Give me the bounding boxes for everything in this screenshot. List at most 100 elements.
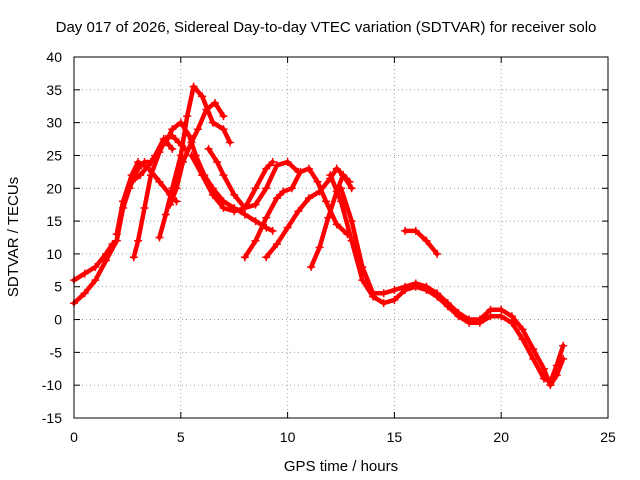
data-point-marker xyxy=(401,282,410,291)
series-pass-12 xyxy=(308,172,352,270)
data-point-marker xyxy=(176,118,185,127)
data-point-marker xyxy=(347,217,356,226)
data-point-marker xyxy=(390,286,399,295)
data-point-marker xyxy=(272,194,281,203)
grid xyxy=(74,57,608,418)
y-tick-label: 15 xyxy=(46,213,62,229)
data-point-marker xyxy=(345,177,354,186)
data-point-marker xyxy=(475,315,484,324)
data-point-marker xyxy=(401,226,410,235)
data-point-marker xyxy=(433,249,442,258)
data-point-marker xyxy=(204,144,213,153)
data-point-marker xyxy=(411,226,420,235)
data-point-marker xyxy=(422,236,431,245)
data-point-marker xyxy=(119,197,128,206)
data-point-marker xyxy=(559,354,568,363)
y-tick-label: 25 xyxy=(46,147,62,163)
data-point-marker xyxy=(166,200,175,209)
data-point-marker xyxy=(155,233,164,242)
series-pass-8 xyxy=(189,153,275,214)
y-axis-label: SDTVAR / TECUs xyxy=(5,177,22,297)
data-point-marker xyxy=(161,138,170,147)
data-point-marker xyxy=(332,220,341,229)
data-point-marker xyxy=(127,177,136,186)
data-point-marker xyxy=(251,217,260,226)
y-tick-label: 0 xyxy=(54,312,62,328)
data-point-marker xyxy=(287,184,296,193)
data-point-marker xyxy=(529,354,538,363)
y-tick-labels: -15 -10 -5 0 5 10 15 20 25 30 35 40 xyxy=(42,49,62,426)
data-point-marker xyxy=(272,161,281,170)
data-point-marker xyxy=(369,289,378,298)
data-point-marker xyxy=(379,289,388,298)
data-point-marker xyxy=(379,299,388,308)
data-point-marker xyxy=(155,148,164,157)
data-point-marker xyxy=(539,364,548,373)
series-pass-11 xyxy=(263,166,354,260)
data-point-marker xyxy=(433,289,442,298)
data-point-marker xyxy=(358,276,367,285)
x-tick-label: 0 xyxy=(70,429,78,445)
data-point-marker xyxy=(185,131,194,140)
data-point-marker xyxy=(251,184,260,193)
y-tick-label: -15 xyxy=(42,410,62,426)
series-pass-15 xyxy=(402,228,440,257)
data-point-marker xyxy=(497,305,506,314)
data-point-marker xyxy=(219,171,228,180)
y-tick-label: 20 xyxy=(46,180,62,196)
data-point-marker xyxy=(168,125,177,134)
x-axis-label: GPS time / hours xyxy=(284,458,398,475)
y-tick-label: 30 xyxy=(46,115,62,131)
data-point-marker xyxy=(230,207,239,216)
x-tick-labels: 0 5 10 15 20 25 xyxy=(70,429,616,445)
data-point-marker xyxy=(552,371,561,380)
data-point-marker xyxy=(202,105,211,114)
data-point-marker xyxy=(240,253,249,262)
data-point-marker xyxy=(313,177,322,186)
data-point-marker xyxy=(161,210,170,219)
data-point-marker xyxy=(168,144,177,153)
data-point-marker xyxy=(189,82,198,91)
data-point-marker xyxy=(358,263,367,272)
data-point-marker xyxy=(112,230,121,239)
x-tick-label: 10 xyxy=(280,429,296,445)
y-tick-label: -10 xyxy=(42,377,62,393)
data-point-marker xyxy=(315,187,324,196)
plot-frame xyxy=(73,56,609,419)
data-point-marker xyxy=(411,279,420,288)
data-point-marker xyxy=(210,98,219,107)
y-tick-label: 40 xyxy=(46,49,62,65)
data-point-marker xyxy=(183,112,192,121)
data-point-marker xyxy=(80,269,89,278)
data-point-marker xyxy=(315,243,324,252)
x-tick-label: 25 xyxy=(600,429,616,445)
data-point-marker xyxy=(230,190,239,199)
data-point-marker xyxy=(324,213,333,222)
data-point-marker xyxy=(307,263,316,272)
data-point-marker xyxy=(219,125,228,134)
ticks xyxy=(73,56,609,419)
data-point-marker xyxy=(272,240,281,249)
data-point-marker xyxy=(91,276,100,285)
data-point-marker xyxy=(129,253,138,262)
data-point-marker xyxy=(187,151,196,160)
series-pass-9 xyxy=(206,146,301,211)
data-point-marker xyxy=(262,164,271,173)
data-point-marker xyxy=(443,299,452,308)
data-point-marker xyxy=(347,184,356,193)
data-point-marker xyxy=(283,223,292,232)
data-point-marker xyxy=(251,200,260,209)
data-point-marker xyxy=(219,203,228,212)
data-point-marker xyxy=(262,253,271,262)
series-pass-6 xyxy=(167,100,226,207)
y-tick-label: -5 xyxy=(50,344,63,360)
data-point-marker xyxy=(80,289,89,298)
data-point-marker xyxy=(304,164,313,173)
data-point-marker xyxy=(213,158,222,167)
data-point-marker xyxy=(337,184,345,193)
data-point-marker xyxy=(219,112,228,121)
y-tick-label: 35 xyxy=(46,82,62,98)
data-point-marker xyxy=(422,282,431,291)
data-point-marker xyxy=(326,171,335,180)
data-point-marker xyxy=(134,164,143,173)
